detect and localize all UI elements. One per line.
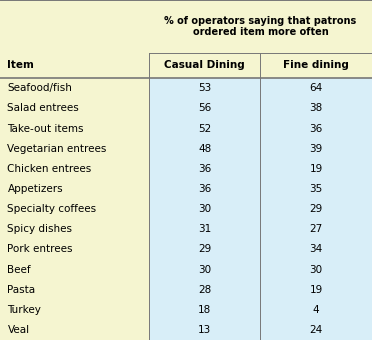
- Bar: [0, 159, 149, 179]
- Text: 36: 36: [310, 123, 323, 134]
- Text: 34: 34: [310, 244, 323, 254]
- Text: 13: 13: [198, 325, 211, 335]
- Text: 36: 36: [198, 184, 211, 194]
- Bar: [149, 159, 372, 179]
- Text: Casual Dining: Casual Dining: [164, 61, 245, 70]
- Text: 39: 39: [310, 144, 323, 154]
- Bar: [149, 239, 372, 259]
- Bar: [149, 279, 372, 300]
- Text: 29: 29: [310, 204, 323, 214]
- Text: Chicken entrees: Chicken entrees: [7, 164, 92, 174]
- Text: 18: 18: [198, 305, 211, 315]
- Text: 30: 30: [310, 265, 323, 274]
- Bar: [149, 320, 372, 340]
- Text: Vegetarian entrees: Vegetarian entrees: [7, 144, 107, 154]
- Text: Appetizers: Appetizers: [7, 184, 63, 194]
- Text: Item: Item: [7, 61, 34, 70]
- Text: Pork entrees: Pork entrees: [7, 244, 73, 254]
- Bar: [0, 98, 149, 118]
- Bar: [149, 199, 372, 219]
- Bar: [0, 300, 149, 320]
- Text: 48: 48: [198, 144, 211, 154]
- Bar: [0, 259, 149, 279]
- Bar: [0, 239, 149, 259]
- Text: Seafood/fish: Seafood/fish: [7, 83, 72, 93]
- Text: 31: 31: [198, 224, 211, 234]
- Bar: [149, 98, 372, 118]
- Text: Veal: Veal: [7, 325, 29, 335]
- Text: 28: 28: [198, 285, 211, 295]
- Bar: [149, 139, 372, 159]
- Bar: [149, 78, 372, 98]
- Text: 29: 29: [198, 244, 211, 254]
- Text: 30: 30: [198, 204, 211, 214]
- Text: 30: 30: [198, 265, 211, 274]
- Text: Fine dining: Fine dining: [283, 61, 349, 70]
- Bar: [0, 199, 149, 219]
- Text: 64: 64: [310, 83, 323, 93]
- Bar: [0, 320, 149, 340]
- Text: 35: 35: [310, 184, 323, 194]
- Text: Salad entrees: Salad entrees: [7, 103, 79, 114]
- Text: 36: 36: [198, 164, 211, 174]
- Bar: [0, 78, 149, 98]
- Bar: [149, 179, 372, 199]
- Bar: [149, 118, 372, 139]
- Bar: [0, 139, 149, 159]
- Text: 38: 38: [310, 103, 323, 114]
- Text: 27: 27: [310, 224, 323, 234]
- Text: Pasta: Pasta: [7, 285, 36, 295]
- Bar: [0, 219, 149, 239]
- Text: 53: 53: [198, 83, 211, 93]
- Text: Specialty coffees: Specialty coffees: [7, 204, 97, 214]
- Text: 4: 4: [313, 305, 320, 315]
- Bar: [149, 259, 372, 279]
- Text: 52: 52: [198, 123, 211, 134]
- Bar: [149, 219, 372, 239]
- Text: 19: 19: [310, 164, 323, 174]
- Text: 19: 19: [310, 285, 323, 295]
- Bar: [0, 279, 149, 300]
- Text: % of operators saying that patrons
ordered item more often: % of operators saying that patrons order…: [164, 16, 356, 37]
- Bar: [0, 0, 372, 78]
- Text: Spicy dishes: Spicy dishes: [7, 224, 73, 234]
- Bar: [149, 300, 372, 320]
- Text: Take-out items: Take-out items: [7, 123, 84, 134]
- Bar: [0, 179, 149, 199]
- Text: Beef: Beef: [7, 265, 31, 274]
- Bar: [0, 118, 149, 139]
- Text: 24: 24: [310, 325, 323, 335]
- Text: 56: 56: [198, 103, 211, 114]
- Text: Turkey: Turkey: [7, 305, 41, 315]
